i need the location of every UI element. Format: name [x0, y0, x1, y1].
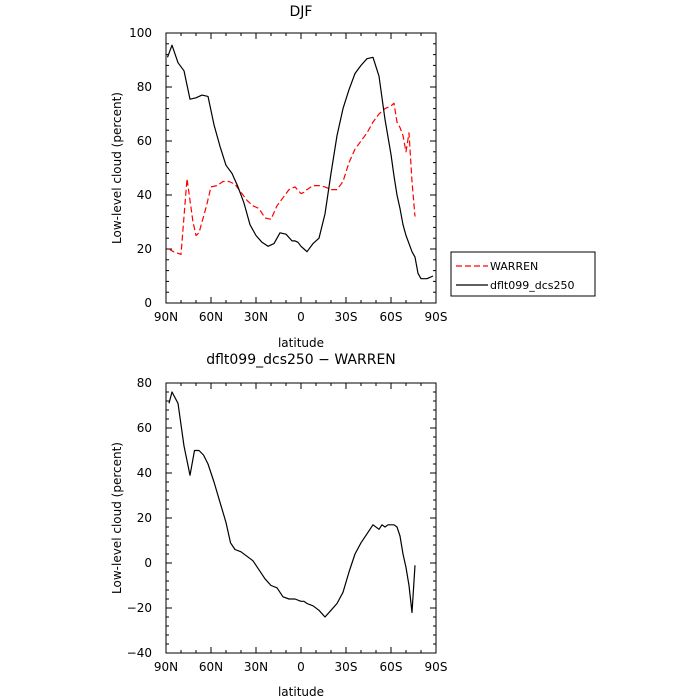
series-bottom — [168, 391, 416, 618]
x-tick-label: 90S — [425, 660, 448, 674]
y-tick-label: 0 — [144, 296, 152, 310]
y-tick-label: −40 — [127, 646, 152, 660]
ticks-top — [165, 32, 437, 304]
ticks-bottom — [165, 382, 437, 654]
y-tick-label: −20 — [127, 601, 152, 615]
tick-labels-bottom: 90N 60N 30N 0 30S 60S 90S −40 −20 0 20 40 60 80 — [127, 376, 448, 674]
x-tick-label: 0 — [297, 310, 305, 324]
x-tick-label: 0 — [297, 660, 305, 674]
plot-frame-top — [165, 32, 437, 304]
x-tick-label: 30S — [335, 660, 358, 674]
series-top — [166, 44, 434, 280]
y-tick-label: 40 — [137, 466, 152, 480]
y-tick-label: 60 — [137, 421, 152, 435]
y-axis-label-bottom: Low-level cloud (percent) — [110, 442, 124, 594]
series-line-top-1 — [166, 44, 434, 280]
x-tick-label: 30N — [244, 660, 268, 674]
x-tick-label: 30N — [244, 310, 268, 324]
y-tick-label: 0 — [144, 556, 152, 570]
y-tick-label: 100 — [129, 26, 152, 40]
x-tick-label: 90N — [154, 310, 178, 324]
legend-label-dflt: dflt099_dcs250 — [490, 279, 574, 292]
legend-label-warren: WARREN — [490, 260, 538, 273]
tick-labels-top: 90N 60N 30N 0 30S 60S 90S 0 20 40 60 80 100 — [129, 26, 447, 324]
x-tick-label: 60S — [380, 660, 403, 674]
x-tick-label: 30S — [335, 310, 358, 324]
x-axis-label-top: latitude — [278, 336, 324, 350]
y-tick-label: 60 — [137, 134, 152, 148]
chart-title-bottom: dflt099_dcs250 − WARREN — [206, 352, 396, 368]
y-tick-label: 80 — [137, 80, 152, 94]
plot-frame-bottom — [165, 382, 437, 654]
y-tick-label: 20 — [137, 242, 152, 256]
y-axis-label-top: Low-level cloud (percent) — [110, 92, 124, 244]
x-tick-label: 60S — [380, 310, 403, 324]
panel-top: DJF 90N 60N 30N 0 30S 60S 90S 0 20 40 60 80 100 lati… — [110, 4, 447, 350]
legend-box — [450, 251, 596, 297]
panel-bottom: dflt099_dcs250 − WARREN 90N 60N 30N 0 30S 60S… — [110, 352, 447, 699]
x-tick-label: 60N — [199, 660, 223, 674]
y-tick-label: 40 — [137, 188, 152, 202]
series-line-top-0 — [168, 102, 416, 255]
chart-title-top: DJF — [290, 4, 313, 20]
x-tick-label: 90S — [425, 310, 448, 324]
y-tick-label: 80 — [137, 376, 152, 390]
legend: WARREN dflt099_dcs250 — [450, 251, 596, 297]
y-tick-label: 20 — [137, 511, 152, 525]
series-line-bottom-0 — [168, 391, 416, 618]
x-tick-label: 90N — [154, 660, 178, 674]
x-axis-label-bottom: latitude — [278, 685, 324, 699]
x-tick-label: 60N — [199, 310, 223, 324]
